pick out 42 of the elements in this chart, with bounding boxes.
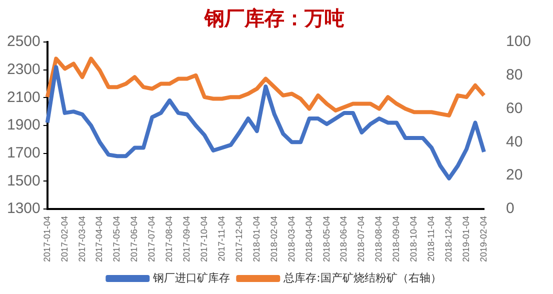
x-tick-label: 2018-07-04 bbox=[356, 216, 366, 262]
y-tick-label: 1700 bbox=[6, 144, 40, 162]
y2-tick-label: 60 bbox=[506, 100, 523, 117]
y2-tick-label: 20 bbox=[506, 166, 523, 184]
y2-tick-label: 40 bbox=[506, 133, 523, 150]
x-tick-label: 2018-04-04 bbox=[304, 216, 314, 262]
x-tick-label: 2017-07-04 bbox=[146, 216, 157, 262]
y2-tick-label: 0 bbox=[506, 200, 514, 218]
x-tick-label: 2018-10-04 bbox=[408, 216, 419, 262]
y-tick-label: 2500 bbox=[6, 33, 40, 50]
x-tick-label: 2017-12-04 bbox=[234, 216, 244, 262]
x-tick-label: 2017-01-04 bbox=[42, 216, 52, 262]
x-tick-label: 2018-05-04 bbox=[321, 216, 332, 262]
legend-label: 总库存:国产矿烧结粉矿（右轴） bbox=[282, 271, 442, 284]
y-tick-label: 2100 bbox=[6, 88, 40, 106]
x-tick-label: 2017-09-04 bbox=[182, 216, 192, 262]
x-tick-label: 2017-08-04 bbox=[164, 216, 174, 262]
legend-label: 钢厂进口矿库存 bbox=[152, 271, 230, 284]
x-tick-label: 2017-05-04 bbox=[112, 216, 122, 262]
x-tick-label: 2018-09-04 bbox=[391, 216, 402, 262]
x-tick-label: 2018-12-04 bbox=[444, 216, 454, 262]
x-tick-label: 2018-08-04 bbox=[374, 216, 384, 262]
x-tick-label: 2018-01-04 bbox=[251, 216, 262, 262]
y-tick-label: 1900 bbox=[6, 116, 40, 134]
chart-title: 钢厂库存：万吨 bbox=[204, 6, 344, 30]
x-tick-label: 2017-02-04 bbox=[59, 216, 70, 262]
x-tick-label: 2017-11-04 bbox=[216, 216, 226, 262]
y-tick-label: 2300 bbox=[6, 60, 40, 78]
x-tick-label: 2017-06-04 bbox=[129, 216, 140, 262]
x-tick-label: 2018-02-04 bbox=[268, 216, 279, 262]
x-tick-label: 2017-03-04 bbox=[76, 216, 87, 262]
x-tick-label: 2019-01-04 bbox=[460, 216, 471, 262]
x-tick-label: 2019-02-04 bbox=[478, 216, 488, 262]
y-tick-label: 1300 bbox=[6, 200, 40, 218]
x-tick-label: 2017-04-04 bbox=[94, 216, 104, 262]
y2-tick-label: 100 bbox=[506, 33, 532, 50]
x-tick-label: 2018-06-04 bbox=[338, 216, 349, 262]
y2-tick-label: 80 bbox=[506, 66, 523, 84]
y-tick-label: 1500 bbox=[6, 172, 40, 190]
x-tick-label: 2018-11-04 bbox=[426, 216, 436, 262]
x-tick-label: 2017-10-04 bbox=[199, 216, 210, 262]
x-tick-label: 2018-03-04 bbox=[286, 216, 296, 262]
